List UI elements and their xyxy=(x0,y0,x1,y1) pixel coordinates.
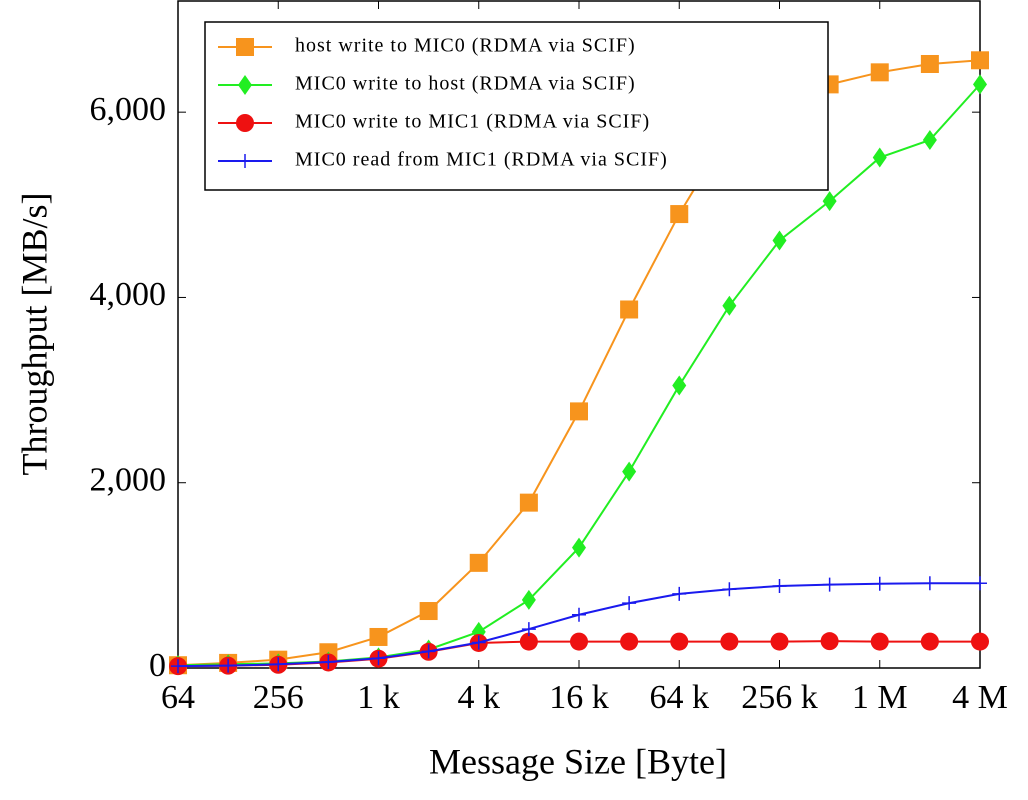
marker xyxy=(670,205,689,224)
marker xyxy=(371,651,386,666)
marker xyxy=(973,576,987,591)
marker xyxy=(221,658,236,673)
x-tick-label: 256 k xyxy=(741,679,818,716)
marker xyxy=(820,632,839,651)
legend-label: MIC0 write to host (RDMA via SCIF) xyxy=(295,73,636,95)
marker xyxy=(872,576,887,591)
marker xyxy=(870,632,889,651)
marker xyxy=(469,553,488,572)
x-tick-label: 1 M xyxy=(852,679,908,716)
marker xyxy=(722,295,737,316)
marker xyxy=(772,230,787,251)
marker xyxy=(570,632,588,651)
marker xyxy=(471,635,486,650)
x-axis-title: Message Size [Byte] xyxy=(429,741,727,781)
y-tick-label: 2,000 xyxy=(90,462,167,499)
marker xyxy=(521,622,536,637)
y-tick-label: 6,000 xyxy=(90,91,167,128)
marker xyxy=(519,632,538,651)
marker xyxy=(920,632,939,651)
marker xyxy=(922,129,937,150)
marker xyxy=(622,461,637,482)
marker xyxy=(822,191,837,212)
marker xyxy=(321,654,336,669)
marker xyxy=(973,74,987,95)
marker xyxy=(238,75,252,95)
marker xyxy=(238,154,252,168)
x-tick-label: 16 k xyxy=(549,679,609,716)
legend-label: MIC0 read from MIC1 (RDMA via SCIF) xyxy=(295,149,668,171)
x-tick-label: 4 k xyxy=(458,679,501,716)
marker xyxy=(419,602,438,621)
marker xyxy=(670,632,689,651)
x-tick-label: 64 k xyxy=(650,679,710,716)
x-tick-label: 64 xyxy=(161,679,195,716)
marker xyxy=(620,300,639,319)
legend-label: host write to MIC0 (RDMA via SCIF) xyxy=(295,35,636,57)
x-tick-label: 1 k xyxy=(357,679,400,716)
marker xyxy=(519,493,538,512)
marker xyxy=(572,607,586,622)
marker xyxy=(672,375,687,396)
marker xyxy=(672,586,687,601)
marker xyxy=(822,577,837,592)
marker xyxy=(770,632,789,651)
marker xyxy=(870,63,889,82)
marker xyxy=(572,537,586,558)
marker xyxy=(271,657,286,672)
marker xyxy=(971,51,989,70)
marker xyxy=(922,576,937,591)
marker xyxy=(369,627,388,646)
marker xyxy=(920,54,939,73)
legend-box xyxy=(204,21,829,191)
marker xyxy=(722,582,737,597)
marker xyxy=(971,632,989,651)
series-line xyxy=(177,582,980,668)
marker xyxy=(236,114,254,132)
marker xyxy=(421,644,436,659)
legend-label: MIC0 write to MIC1 (RDMA via SCIF) xyxy=(295,111,650,133)
marker xyxy=(171,659,185,674)
y-axis-title: Throughput [MB/s] xyxy=(14,193,54,476)
x-tick-label: 4 M xyxy=(952,679,1008,716)
marker xyxy=(236,38,254,56)
y-tick-label: 0 xyxy=(149,647,166,684)
marker xyxy=(521,589,536,610)
legend: host write to MIC0 (RDMA via SCIF) MIC0 w… xyxy=(204,21,829,191)
marker xyxy=(772,579,787,594)
x-tick-label: 256 xyxy=(253,679,304,716)
marker xyxy=(622,596,637,611)
marker xyxy=(872,147,887,168)
marker xyxy=(570,402,588,421)
marker xyxy=(620,632,639,651)
marker xyxy=(720,632,739,651)
y-tick-label: 4,000 xyxy=(90,276,167,313)
